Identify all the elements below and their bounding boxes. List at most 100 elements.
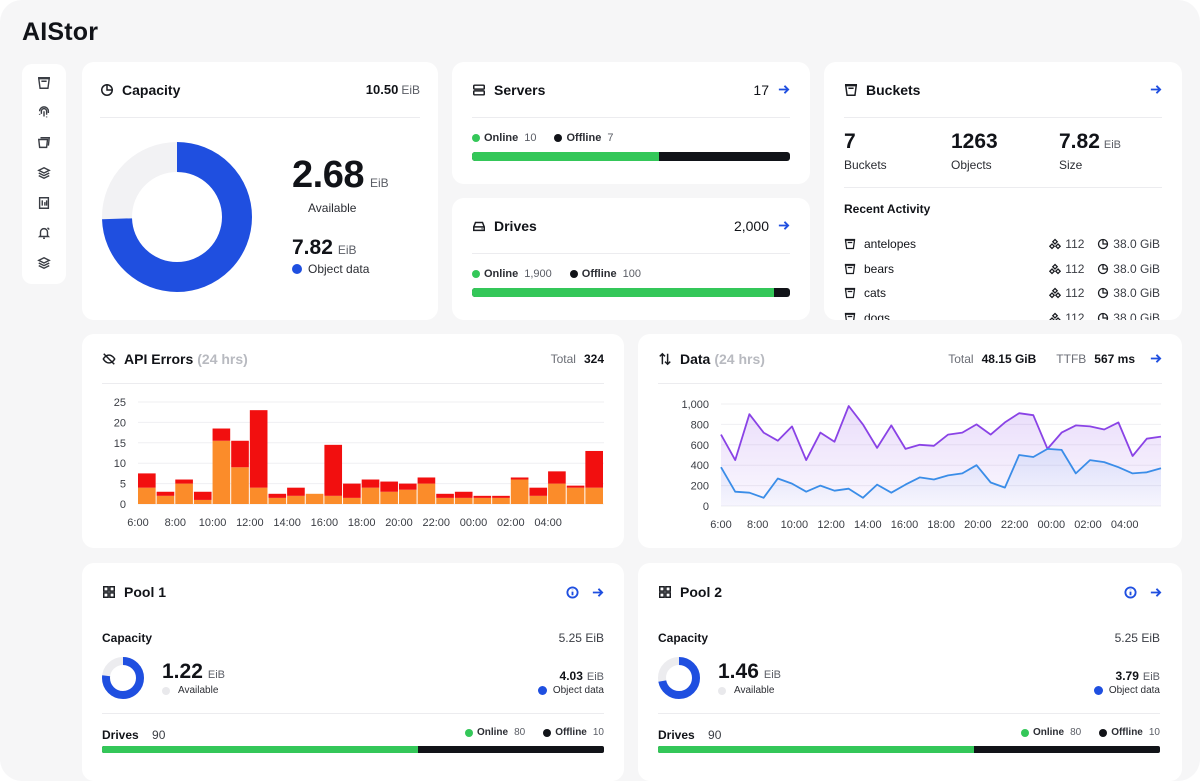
x-tick-label: 20:00: [385, 517, 413, 529]
drives-progress-bar: [102, 746, 604, 753]
x-tick-label: 22:00: [1001, 519, 1029, 531]
drives-progress-bar: [658, 746, 1160, 753]
objects-icon: [1049, 312, 1062, 320]
alert-icon[interactable]: [35, 224, 53, 242]
ttfb-label: TTFB: [1056, 351, 1087, 366]
servers-arrow-button[interactable]: [777, 83, 790, 96]
y-tick-label: 600: [691, 440, 709, 452]
info-icon: [566, 585, 579, 599]
data-arrow-button[interactable]: [1149, 352, 1162, 365]
bar-red: [417, 477, 436, 484]
tiers-icon[interactable]: [35, 164, 53, 182]
online-label: Online: [484, 132, 519, 144]
stat-label: Objects: [951, 158, 992, 172]
clock-icon: [1097, 263, 1109, 275]
drives-arrow-button[interactable]: [777, 219, 790, 232]
available-readout: 1.22 EiB: [162, 660, 225, 684]
objects-count: 112: [1065, 237, 1085, 252]
x-tick-label: 10:00: [781, 519, 809, 531]
bar-red: [324, 444, 343, 496]
bar-red: [231, 440, 249, 468]
bar-orange: [398, 489, 417, 504]
list-item[interactable]: bears 112 38.0 GiB: [844, 257, 1160, 282]
fingerprint-icon[interactable]: [35, 104, 53, 122]
bar-orange: [212, 440, 231, 504]
total-label: Total: [550, 351, 576, 366]
period-label: (24 hrs): [714, 350, 765, 367]
offline-value: 7: [607, 132, 614, 144]
object-dot: [537, 686, 547, 695]
x-tick-label: 8:00: [747, 519, 768, 531]
pool-arrow-button[interactable]: [591, 586, 604, 599]
stat-buckets: 7 Buckets: [844, 130, 887, 172]
buckets-icon[interactable]: [35, 134, 53, 152]
offline-dot: [554, 134, 563, 142]
eye-off-icon: [102, 352, 116, 366]
bar-orange: [287, 495, 305, 504]
list-item[interactable]: cats 112 38.0 GiB: [844, 281, 1160, 306]
bucket-icon: [844, 287, 856, 299]
y-tick-label: 800: [691, 419, 709, 431]
x-tick-label: 18:00: [927, 519, 955, 531]
layers-icon[interactable]: [35, 254, 53, 272]
object-unit: EiB: [586, 671, 604, 683]
donut-used-arc: [102, 142, 252, 292]
available-value: 2.68: [292, 154, 364, 196]
capacity-total: 5.25 EiB: [558, 631, 604, 645]
data-card: Data (24 hrs) Total 48.15 GiB TTFB 567 m…: [638, 334, 1182, 548]
bar-red: [380, 481, 398, 492]
offline-dot: [569, 270, 578, 278]
app-title: AIStor: [22, 18, 99, 46]
bar-orange: [268, 497, 287, 504]
x-tick-label: 14:00: [273, 517, 301, 529]
bar-orange: [193, 499, 212, 504]
card-title: Capacity: [122, 81, 181, 98]
available-readout: 1.46 EiB: [718, 660, 781, 684]
drives-online-fill: [102, 746, 419, 753]
object-value: 7.82: [292, 236, 333, 259]
report-icon[interactable]: [35, 194, 53, 212]
info-button[interactable]: [1124, 585, 1137, 599]
bar-orange: [510, 479, 529, 504]
y-tick-label: 400: [691, 460, 709, 472]
bar-orange: [380, 491, 398, 504]
object-legend: Object data: [1093, 685, 1160, 696]
offline-value: 10: [1148, 727, 1160, 738]
drives-progress-bar: [472, 288, 790, 297]
available-unit: EiB: [763, 669, 781, 681]
drives-legend: Online 80 Offline 10: [1020, 727, 1160, 738]
recent-activity-title: Recent Activity: [844, 202, 931, 216]
bar-red: [212, 428, 231, 441]
clock-icon: [1097, 238, 1109, 250]
capacity-total: 5.25 EiB: [1114, 631, 1160, 645]
x-tick-label: 16:00: [311, 517, 339, 529]
card-title: Servers: [494, 81, 546, 98]
online-dot: [1020, 728, 1029, 737]
object-label: Object data: [552, 685, 604, 696]
info-button[interactable]: [566, 585, 579, 599]
donut-used-arc: [102, 657, 144, 699]
bar-red: [436, 493, 454, 498]
stat-objects: 1263 Objects: [951, 130, 1001, 172]
bar-orange: [343, 497, 361, 504]
list-item[interactable]: antelopes 112 38.0 GiB: [844, 232, 1160, 257]
bucket-name: antelopes: [864, 237, 917, 252]
buckets-arrow-button[interactable]: [1149, 83, 1162, 96]
available-label: Available: [734, 685, 775, 696]
pool-arrow-button[interactable]: [1149, 586, 1162, 599]
object-dot: [292, 264, 302, 274]
server-icon: [472, 83, 486, 97]
available-dot: [718, 686, 726, 695]
offline-label: Offline: [555, 727, 587, 738]
grid-icon: [658, 585, 672, 599]
y-tick-label: 5: [120, 479, 126, 491]
x-tick-label: 6:00: [127, 517, 148, 529]
drives-count: 90: [708, 728, 722, 742]
drives-label: Drives: [102, 728, 139, 742]
x-tick-label: 22:00: [422, 517, 450, 529]
x-tick-label: 04:00: [534, 517, 562, 529]
servers-online-fill: [472, 152, 659, 161]
bucket-icon[interactable]: [35, 74, 53, 92]
list-item[interactable]: dogs 112 38.0 GiB: [844, 306, 1160, 320]
